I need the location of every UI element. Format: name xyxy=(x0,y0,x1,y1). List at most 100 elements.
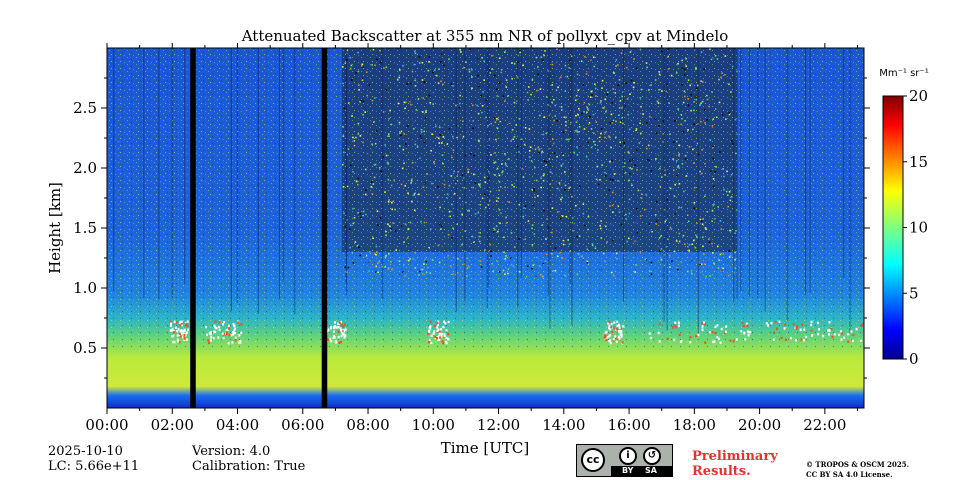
cloud-pixel xyxy=(861,322,864,326)
cloud-pixel xyxy=(792,323,795,326)
cloud-pixel xyxy=(344,334,347,337)
cloud-pixel xyxy=(840,330,843,333)
cloud-pixel xyxy=(233,324,236,328)
cloud-pixel xyxy=(840,332,843,335)
cloud-pixel xyxy=(445,328,448,332)
cloud-pixel xyxy=(442,341,445,345)
cloud-pixel xyxy=(851,339,854,343)
cloud-pixel xyxy=(172,334,175,338)
cloud-pixel xyxy=(341,332,344,336)
colorbar-ticks: 0 5 10 15 20 xyxy=(903,87,928,368)
cloud-pixel xyxy=(435,336,438,340)
colorbar-tick-label: 15 xyxy=(909,153,928,171)
colorbar-gradient xyxy=(882,95,904,360)
cloud-pixel xyxy=(810,329,813,332)
x-tick-label: 22:00 xyxy=(803,416,846,434)
cloud-pixel xyxy=(795,339,798,342)
cloud-pixel xyxy=(803,328,806,331)
cloud-pixel xyxy=(436,329,439,332)
cloud-pixel xyxy=(701,328,704,331)
colorbar-tick-label: 5 xyxy=(909,284,919,302)
cloud-pixel xyxy=(206,333,209,337)
cloud-pixel xyxy=(604,334,607,337)
by-label: BY xyxy=(622,466,634,475)
cloud-pixel xyxy=(326,329,329,333)
attribution-icon: i xyxy=(619,447,637,465)
cloud-pixel xyxy=(221,332,224,335)
x-tick-label: 10:00 xyxy=(412,416,455,434)
cloud-pixel xyxy=(828,321,831,324)
cloud-pixel xyxy=(332,336,335,340)
cloud-pixel xyxy=(767,324,770,327)
cloud-pixel xyxy=(717,337,720,341)
footer-calibration: Calibration: True xyxy=(192,459,306,474)
cloud-pixel xyxy=(335,326,338,329)
cloud-pixel xyxy=(675,325,678,329)
cloud-pixel xyxy=(712,340,715,344)
cloud-pixel xyxy=(180,323,183,327)
cloud-pixel xyxy=(437,338,440,342)
cloud-pixel xyxy=(430,334,433,338)
cloud-pixel xyxy=(429,325,432,328)
cloud-pixel xyxy=(184,332,187,336)
cloud-pixel xyxy=(810,320,813,324)
cloud-pixel xyxy=(218,321,221,324)
cloud-pixel xyxy=(337,335,340,339)
x-tick-label: 18:00 xyxy=(673,416,716,434)
cloud-pixel xyxy=(335,341,338,344)
cloud-pixel xyxy=(329,327,332,330)
cloud-pixel xyxy=(225,331,228,334)
cloud-pixel xyxy=(724,330,727,333)
cloud-pixel xyxy=(223,320,226,324)
cloud-pixel xyxy=(334,325,337,328)
x-axis: 00:00 02:00 04:00 06:00 08:00 10:00 12:00 14:00… xyxy=(85,43,858,434)
cloud-pixel xyxy=(210,336,213,339)
cloud-pixel xyxy=(440,335,443,338)
cloud-pixel xyxy=(719,341,722,344)
cloud-pixel xyxy=(860,324,863,327)
cloud-pixel xyxy=(181,335,184,339)
x-tick-label: 00:00 xyxy=(85,416,128,434)
cloud-pixel xyxy=(333,326,336,330)
cloud-pixel xyxy=(432,332,435,335)
colorbar-tick-label: 10 xyxy=(909,219,928,237)
cloud-pixel xyxy=(232,330,235,334)
cloud-pixel xyxy=(174,326,177,329)
cloud-pixel xyxy=(704,341,707,344)
cloud-pixel xyxy=(711,330,714,334)
cloud-pixel xyxy=(716,335,719,339)
cloud-pixel xyxy=(805,335,808,339)
cloud-pixel xyxy=(612,339,615,342)
cloud-pixel xyxy=(215,326,218,330)
colorbar: Mm⁻¹ sr⁻¹ 0 5 10 15 20 xyxy=(879,68,928,368)
cloud-pixel xyxy=(343,330,346,333)
cloud-pixel xyxy=(780,336,783,340)
no-data-bars xyxy=(190,48,328,408)
cloud-pixel xyxy=(618,324,621,328)
cloud-pixel xyxy=(338,321,341,324)
cloud-pixel xyxy=(430,341,433,345)
cloud-pixel xyxy=(772,338,775,341)
cloud-pixel xyxy=(340,334,343,338)
cloud-pixel xyxy=(327,338,330,341)
cloud-pixel xyxy=(749,330,752,334)
cloud-pixel xyxy=(333,334,336,338)
cloud-pixel xyxy=(747,331,750,334)
cloud-pixel xyxy=(789,336,792,340)
cloud-pixel xyxy=(209,339,212,342)
cloud-pixel xyxy=(170,322,173,325)
sa-label: SA xyxy=(645,466,657,475)
cloud-pixel xyxy=(171,335,174,338)
cloud-pixel xyxy=(833,333,836,336)
cloud-pixel xyxy=(231,341,234,344)
cloud-pixel xyxy=(171,327,174,331)
cloud-pixel xyxy=(340,329,343,332)
cloud-pixel xyxy=(232,323,235,326)
cloud-pixel xyxy=(747,334,750,337)
cloud-pixel xyxy=(328,337,331,341)
cloud-pixel xyxy=(334,339,337,343)
cloud-pixel xyxy=(175,321,178,324)
cloud-pixel xyxy=(689,335,692,339)
cloud-pixel xyxy=(222,337,225,340)
cloud-pixel xyxy=(616,320,619,324)
